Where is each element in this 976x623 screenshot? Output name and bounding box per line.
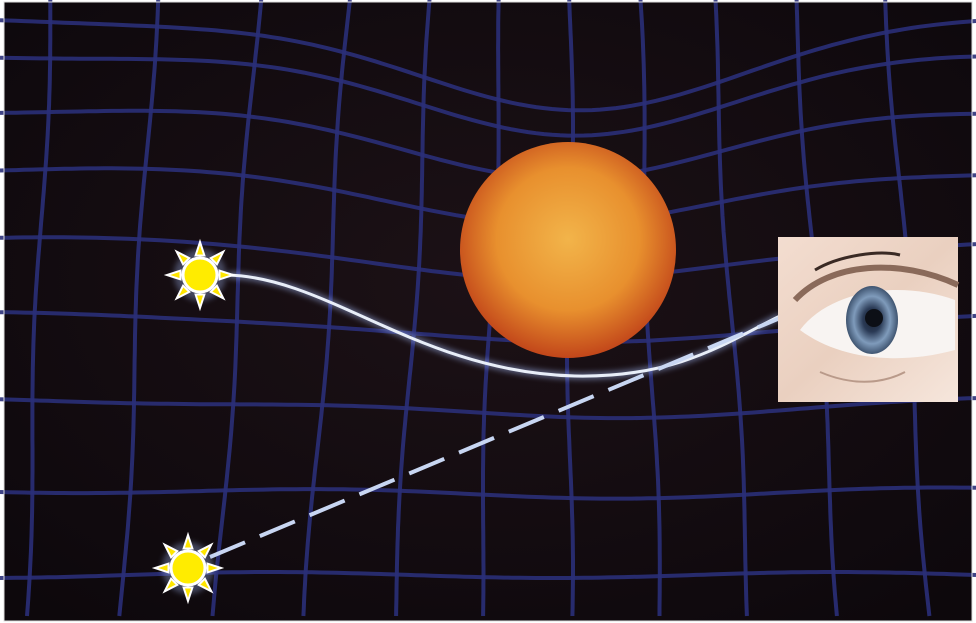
star-ray <box>209 284 226 301</box>
star-ray <box>151 562 170 574</box>
star-ray <box>194 293 206 312</box>
frame <box>3 1 973 622</box>
star-ray <box>197 542 214 559</box>
grid-line <box>117 0 161 617</box>
observer-eye <box>778 237 960 402</box>
star-ray <box>162 577 179 594</box>
star-core <box>181 256 219 294</box>
eye-pupil <box>865 309 883 327</box>
star-ray <box>174 249 191 266</box>
bent-light-path <box>227 273 781 378</box>
star-ray <box>206 562 225 574</box>
eyelid <box>792 264 960 303</box>
star-ray <box>162 542 179 559</box>
eyelashes <box>814 251 901 272</box>
grid-line <box>0 396 976 421</box>
star-ray <box>182 586 194 605</box>
star-ray <box>174 284 191 301</box>
apparent-light-path <box>209 316 781 559</box>
grid-line <box>713 0 749 617</box>
massive-body <box>460 142 676 358</box>
grid-line <box>394 0 432 617</box>
star <box>151 531 225 605</box>
grid-line <box>0 54 976 138</box>
star-core <box>169 549 207 587</box>
grid-line <box>210 0 264 617</box>
star <box>163 238 237 312</box>
star-ray <box>163 269 182 281</box>
grid-line <box>25 0 53 617</box>
star-ray <box>209 249 226 266</box>
grid-line <box>0 570 976 580</box>
star-ray <box>194 238 206 257</box>
grid-line <box>0 485 976 501</box>
star-ray <box>218 269 237 281</box>
lower-lid <box>819 371 906 383</box>
star-ray <box>182 531 194 550</box>
grid-line <box>0 108 976 181</box>
stars <box>151 238 237 605</box>
grid-line <box>0 18 976 113</box>
star-ray <box>197 577 214 594</box>
